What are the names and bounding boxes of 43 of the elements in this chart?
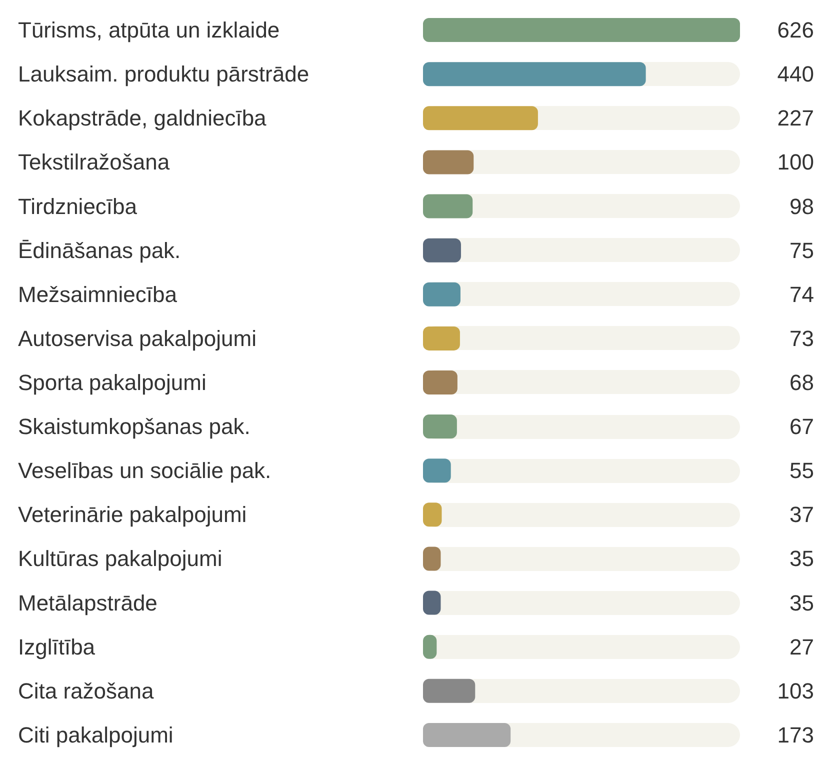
bar xyxy=(423,458,451,483)
data-label: 55 xyxy=(790,458,814,484)
y-tick-label: Sporta pakalpojumi xyxy=(18,370,206,395)
data-label: 67 xyxy=(790,414,814,440)
data-label: 626 xyxy=(777,18,814,43)
data-label: 74 xyxy=(790,282,814,307)
bar xyxy=(423,282,460,306)
data-label: 27 xyxy=(790,634,814,660)
bar xyxy=(423,326,460,350)
y-tick-label: Cita ražošana xyxy=(18,678,155,704)
bar xyxy=(423,194,473,218)
data-label: 35 xyxy=(790,546,814,572)
bar xyxy=(423,414,457,439)
bar xyxy=(423,238,461,262)
y-tick-label: Autoservisa pakalpojumi xyxy=(18,326,256,351)
data-label: 98 xyxy=(790,194,814,219)
y-tick-label: Veselības un sociālie pak. xyxy=(18,458,272,484)
bar xyxy=(423,150,474,174)
y-tick-label: Kokapstrāde, galdniecība xyxy=(18,106,268,131)
y-tick-label: Tūrisms, atpūta un izklaide xyxy=(18,18,280,43)
data-label: 103 xyxy=(777,678,814,704)
y-tick-label: Skaistumkopšanas pak. xyxy=(18,414,250,440)
y-tick-label: Tekstilražošana xyxy=(18,150,170,175)
bar xyxy=(423,678,476,703)
y-tick-label: Citi pakalpojumi xyxy=(18,722,174,748)
y-tick-label: Izglītība xyxy=(18,634,96,660)
y-tick-label: Tirdzniecība xyxy=(18,194,138,219)
data-label: 100 xyxy=(777,150,814,175)
data-label: 75 xyxy=(790,238,814,263)
y-tick-label: Mežsaimniecība xyxy=(18,282,178,307)
y-tick-label: Veterinārie pakalpojumi xyxy=(18,502,247,528)
data-label: 35 xyxy=(790,590,814,616)
data-label: 227 xyxy=(777,106,814,131)
data-label: 440 xyxy=(777,62,814,87)
y-tick-label: Kultūras pakalpojumi xyxy=(18,546,222,572)
bar xyxy=(423,370,458,394)
data-label: 173 xyxy=(777,722,814,748)
y-tick-label: Metālapstrāde xyxy=(18,590,158,616)
y-tick-label: Lauksaim. produktu pārstrāde xyxy=(18,62,310,87)
data-label: 73 xyxy=(790,326,814,351)
data-label: 68 xyxy=(790,370,814,395)
data-label: 37 xyxy=(790,502,814,528)
y-tick-label: Ēdināšanas pak. xyxy=(18,238,181,263)
